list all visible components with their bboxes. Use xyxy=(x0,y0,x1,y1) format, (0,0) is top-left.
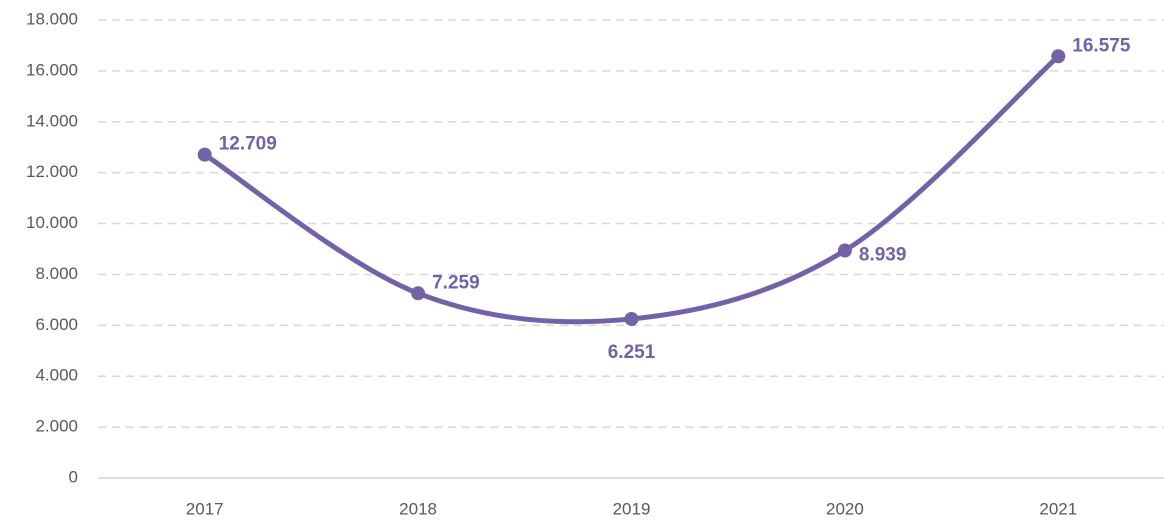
y-tick-label: 16.000 xyxy=(26,60,78,79)
data-label: 7.259 xyxy=(432,272,480,293)
data-label: 6.251 xyxy=(608,342,656,363)
y-tick-label: 14.000 xyxy=(26,111,78,130)
y-tick-label: 8.000 xyxy=(35,264,78,283)
y-tick-label: 10.000 xyxy=(26,213,78,232)
data-label: 16.575 xyxy=(1072,35,1131,56)
point xyxy=(197,147,212,162)
point xyxy=(411,286,426,301)
y-tick-label: 18.000 xyxy=(26,9,78,28)
y-tick-label: 0 xyxy=(69,467,78,486)
x-tick-label: 2021 xyxy=(1039,499,1077,518)
point xyxy=(837,243,852,258)
x-tick-label: 2020 xyxy=(826,499,864,518)
point xyxy=(624,311,639,326)
point xyxy=(1051,49,1066,64)
x-tick-label: 2018 xyxy=(399,499,437,518)
y-tick-label: 12.000 xyxy=(26,162,78,181)
y-tick-label: 4.000 xyxy=(35,366,78,385)
x-tick-label: 2017 xyxy=(186,499,224,518)
x-tick-label: 2019 xyxy=(613,499,651,518)
data-label: 8.939 xyxy=(859,245,907,266)
line xyxy=(202,53,1061,325)
y-tick-label: 2.000 xyxy=(35,417,78,436)
data-label: 12.709 xyxy=(219,134,277,155)
y-tick-label: 6.000 xyxy=(35,315,78,334)
